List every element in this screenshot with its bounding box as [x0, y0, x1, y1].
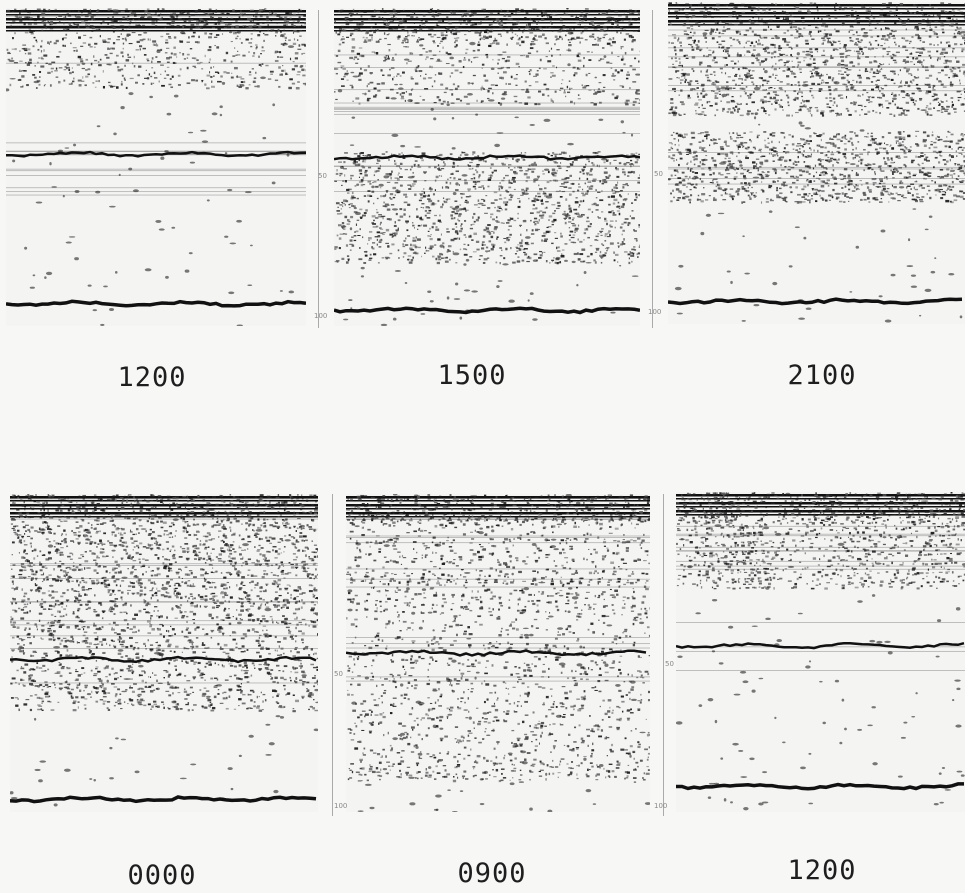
echogram-texture	[6, 8, 306, 326]
echogram-panel-top-3	[668, 2, 965, 324]
echogram-panel-bottom-2	[346, 494, 650, 812]
echogram-texture	[668, 2, 965, 323]
time-label: 1500	[437, 360, 507, 391]
depth-tick-label: 100	[334, 802, 348, 810]
echogram-panel-bottom-3	[676, 492, 965, 812]
depth-tick-label: 100	[648, 308, 662, 316]
depth-tick-label: 100	[314, 312, 328, 320]
time-label: 1200	[787, 855, 857, 886]
echogram-panel-top-2	[334, 8, 640, 326]
depth-scale-line	[663, 494, 664, 816]
echogram-texture	[346, 494, 650, 812]
time-label: 1200	[117, 362, 187, 393]
depth-scale-line	[332, 494, 333, 816]
depth-scale-line	[652, 10, 653, 328]
depth-tick-label: 50	[665, 660, 674, 668]
time-label: 2100	[787, 360, 857, 391]
echogram-texture	[10, 494, 318, 807]
echogram-texture	[676, 492, 965, 811]
time-label: 0000	[127, 860, 197, 891]
time-label: 0900	[457, 858, 527, 889]
depth-tick-label: 100	[654, 802, 668, 810]
depth-tick-label: 50	[654, 170, 663, 178]
depth-scale-line	[318, 10, 319, 328]
depth-tick-label: 50	[334, 670, 343, 678]
echogram-panel-bottom-1	[10, 494, 318, 812]
echogram-panel-top-1	[6, 8, 306, 326]
echogram-texture	[334, 8, 640, 326]
depth-tick-label: 50	[318, 172, 327, 180]
